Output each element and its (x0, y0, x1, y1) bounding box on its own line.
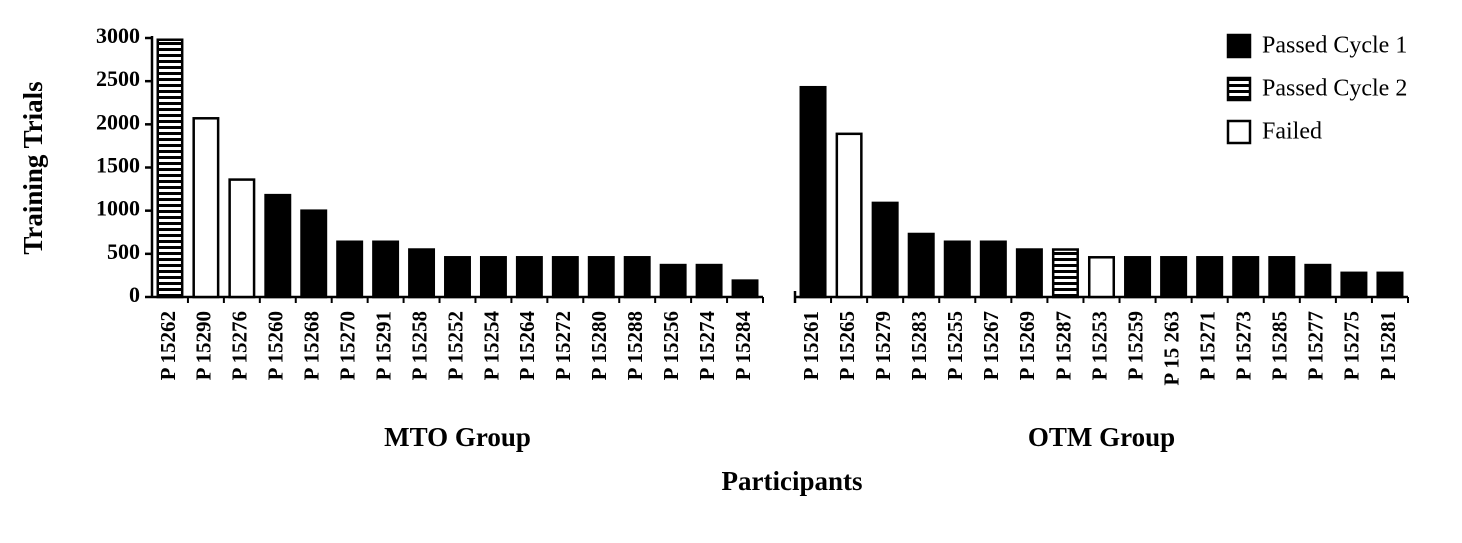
bar (551, 256, 579, 299)
bar (1160, 256, 1188, 299)
y-tick-label: 500 (107, 239, 140, 264)
x-tick-label: P 15279 (871, 311, 895, 380)
bar (479, 256, 507, 299)
y-axis-label: Training Trials (18, 81, 48, 254)
bar (228, 178, 256, 299)
x-tick-label: P 15254 (479, 311, 503, 381)
y-tick-label: 0 (129, 282, 140, 307)
x-tick-label: P 15267 (979, 311, 1003, 380)
bar (907, 232, 935, 299)
y-tick-label: 2500 (96, 66, 140, 91)
legend-label: Failed (1262, 119, 1322, 145)
x-tick-label: P 15253 (1087, 311, 1111, 380)
bar (408, 248, 436, 299)
bar (659, 263, 687, 299)
bar (799, 85, 827, 299)
bar (731, 279, 759, 299)
legend-label: Passed Cycle 1 (1262, 33, 1407, 59)
bar (1304, 263, 1332, 299)
x-tick-label: P 15270 (335, 311, 359, 380)
bar (300, 209, 328, 299)
bar (1196, 256, 1224, 299)
bar (192, 117, 220, 299)
group-label: MTO Group (384, 422, 531, 452)
y-tick-label: 1500 (96, 153, 140, 178)
x-tick-label: P 15274 (695, 311, 719, 381)
x-tick-label: P 15275 (1340, 311, 1364, 380)
bar (979, 240, 1007, 299)
x-tick-label: P 15288 (623, 311, 647, 380)
x-tick-label: P 15287 (1051, 311, 1075, 380)
x-tick-label: P 15255 (943, 311, 967, 380)
x-tick-label: P 15283 (907, 311, 931, 380)
x-tick-label: P 15261 (799, 311, 823, 380)
bar (1087, 256, 1116, 299)
x-tick-label: P 15285 (1268, 311, 1292, 380)
x-tick-label: P 15277 (1304, 311, 1328, 380)
bar (372, 240, 400, 299)
x-tick-label: P 15262 (156, 311, 180, 380)
bar (1268, 256, 1296, 299)
bar (156, 38, 184, 299)
y-tick-label: 3000 (96, 23, 140, 48)
legend-swatch (1226, 119, 1252, 145)
bar (1124, 256, 1152, 299)
x-tick-label: P 15258 (407, 311, 431, 380)
bar (587, 256, 615, 299)
bar (695, 263, 723, 299)
x-tick-label: P 15276 (228, 311, 252, 380)
bar (515, 256, 543, 299)
x-tick-label: P 15291 (371, 311, 395, 380)
legend-swatch (1226, 76, 1252, 102)
x-axis-label: Participants (722, 466, 863, 496)
x-tick-label: P 15272 (551, 311, 575, 380)
x-tick-label: P 15284 (731, 311, 755, 381)
x-tick-label: P 15273 (1232, 311, 1256, 380)
x-tick-label: P 15281 (1376, 311, 1400, 380)
bar (1340, 271, 1368, 299)
x-tick-label: P 15256 (659, 311, 683, 380)
bar (835, 132, 863, 299)
x-tick-label: P 15268 (300, 311, 324, 380)
legend-swatch (1226, 33, 1252, 59)
x-tick-label: P 15264 (515, 311, 539, 381)
bar (1015, 248, 1043, 299)
x-tick-label: P 15265 (835, 311, 859, 380)
group-label: OTM Group (1028, 422, 1175, 452)
x-tick-label: P 15271 (1195, 311, 1219, 380)
bar (264, 193, 292, 299)
x-tick-label: P 15 263 (1159, 311, 1183, 386)
legend-label: Passed Cycle 2 (1262, 76, 1407, 102)
x-tick-label: P 15260 (264, 311, 288, 380)
bar (444, 256, 471, 299)
bar (336, 240, 364, 299)
bar (871, 201, 899, 299)
bar (623, 256, 651, 299)
bar (1376, 271, 1404, 299)
x-tick-label: P 15259 (1123, 311, 1147, 380)
x-tick-label: P 15290 (192, 311, 216, 380)
x-tick-label: P 15252 (443, 311, 467, 380)
bar (1051, 248, 1079, 299)
x-tick-label: P 15269 (1015, 311, 1039, 380)
y-tick-label: 2000 (96, 109, 140, 134)
y-tick-label: 1000 (96, 196, 140, 221)
x-tick-label: P 15280 (587, 311, 611, 380)
bar (1232, 256, 1260, 299)
bar (943, 240, 971, 299)
